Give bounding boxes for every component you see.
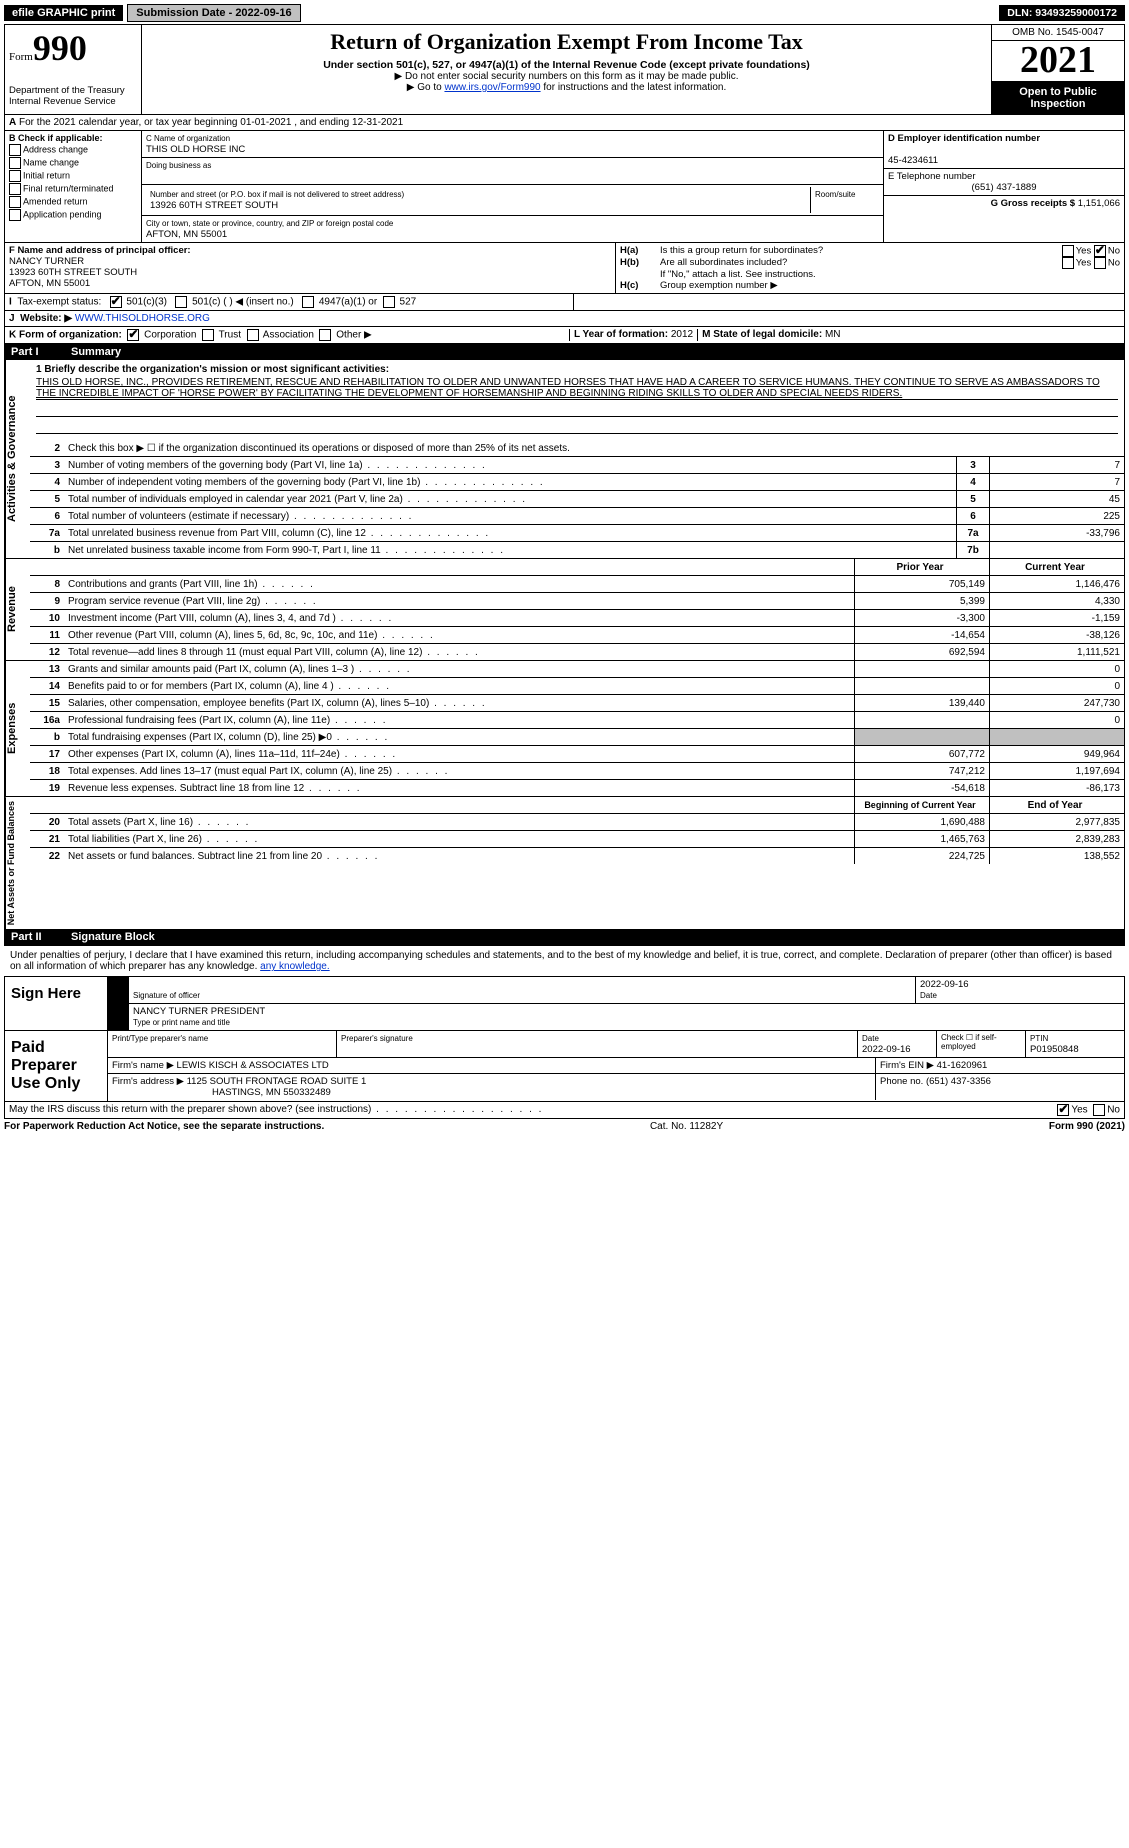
firm-name: LEWIS KISCH & ASSOCIATES LTD [177,1060,329,1071]
section-b: B Check if applicable: Address change Na… [5,131,142,242]
exp-lines-13: 13Grants and similar amounts paid (Part … [30,661,1124,678]
form-frame: Form990 Department of the Treasury Inter… [4,24,1125,946]
dept-treasury: Department of the Treasury [9,85,137,96]
rev-lines-9: 9Program service revenue (Part VIII, lin… [30,593,1124,610]
org-name-row: C Name of organization THIS OLD HORSE IN… [142,131,883,158]
dba-row: Doing business as [142,158,883,185]
sign-here-block: Sign Here Signature of officer 2022-09-1… [4,977,1125,1031]
city-row: City or town, state or province, country… [142,216,883,242]
gov-line-6: 6Total number of volunteers (estimate if… [30,508,1124,525]
tax-year: 2021 [992,41,1124,82]
gov-line-7a: 7aTotal unrelated business revenue from … [30,525,1124,542]
gross-row: G Gross receipts $ 1,151,066 [884,196,1124,211]
rev-lines-8: 8Contributions and grants (Part VIII, li… [30,576,1124,593]
gov-line-b: bNet unrelated business taxable income f… [30,542,1124,558]
addr-row: Number and street (or P.O. box if mail i… [142,185,883,216]
irs-link[interactable]: www.irs.gov/Form990 [444,82,540,93]
exp-lines-17: 17Other expenses (Part IX, column (A), l… [30,746,1124,763]
ein-row: D Employer identification number 45-4234… [884,131,1124,169]
exp-lines-19: 19Revenue less expenses. Subtract line 1… [30,780,1124,796]
chk-initial[interactable]: Initial return [9,170,137,182]
efile-label: efile GRAPHIC print [4,5,123,21]
footer-form: Form 990 (2021) [1049,1121,1125,1132]
form-number: Form990 [9,27,137,69]
rev-lines-12: 12Total revenue—add lines 8 through 11 (… [30,644,1124,660]
rev-lines-11: 11Other revenue (Part VIII, column (A), … [30,627,1124,644]
chk-pending[interactable]: Application pending [9,209,137,221]
irs-label: Internal Revenue Service [9,96,137,107]
footer: For Paperwork Reduction Act Notice, see … [4,1119,1125,1134]
signature-intro: Under penalties of perjury, I declare th… [4,946,1125,977]
exp-lines-18: 18Total expenses. Add lines 13–17 (must … [30,763,1124,780]
sidebar-governance: Activities & Governance [5,360,30,558]
mission-text: THIS OLD HORSE, INC., PROVIDES RETIREMEN… [36,377,1118,400]
sidebar-revenue: Revenue [5,559,30,660]
gov-line-5: 5Total number of individuals employed in… [30,491,1124,508]
col-headers: Prior Year Current Year [30,559,1124,576]
net-lines-20: 20Total assets (Part X, line 16)1,690,48… [30,814,1124,831]
gov-line-3: 3Number of voting members of the governi… [30,457,1124,474]
row-i-status: I Tax-exempt status: 501(c)(3) 501(c) ( … [5,294,574,310]
submission-date-btn[interactable]: Submission Date - 2022-09-16 [127,4,300,22]
net-lines-22: 22Net assets or fund balances. Subtract … [30,848,1124,864]
officer-name: NANCY TURNER [9,256,84,267]
chk-name[interactable]: Name change [9,157,137,169]
exp-lines-16a: 16aProfessional fundraising fees (Part I… [30,712,1124,729]
paid-preparer-block: Paid Preparer Use Only Print/Type prepar… [4,1031,1125,1102]
tel-value: (651) 437-1889 [888,182,1120,193]
street-address: 13926 60TH STREET SOUTH [150,200,278,211]
net-lines-21: 21Total liabilities (Part X, line 26)1,4… [30,831,1124,848]
ssn-note: ▶ Do not enter social security numbers o… [146,71,987,82]
chk-final[interactable]: Final return/terminated [9,183,137,195]
any-knowledge-link[interactable]: any knowledge. [260,961,330,972]
part2-header: Part IISignature Block [5,929,1124,945]
mission-block: 1 Briefly describe the organization's mi… [30,360,1124,440]
chk-amended[interactable]: Amended return [9,196,137,208]
open-public: Open to Public Inspection [992,82,1124,114]
sidebar-netassets: Net Assets or Fund Balances [5,797,30,929]
rev-lines-10: 10Investment income (Part VIII, column (… [30,610,1124,627]
section-f: F Name and address of principal officer:… [5,243,616,293]
sidebar-expenses: Expenses [5,661,30,796]
row-k-org: K Form of organization: Corporation Trus… [5,327,1124,344]
exp-lines-14: 14Benefits paid to or for members (Part … [30,678,1124,695]
row-j-website: J Website: ▶ WWW.THISOLDHORSE.ORG [5,311,1124,327]
dln-label: DLN: 93493259000172 [999,5,1125,21]
org-name: THIS OLD HORSE INC [146,144,245,155]
top-bar: efile GRAPHIC print Submission Date - 20… [4,4,1125,22]
form-title: Return of Organization Exempt From Incom… [146,29,987,55]
city-state-zip: AFTON, MN 55001 [146,229,227,240]
gov-line-4: 4Number of independent voting members of… [30,474,1124,491]
tel-row: E Telephone number (651) 437-1889 [884,169,1124,196]
net-headers: Beginning of Current Year End of Year [30,797,1124,814]
goto-note: ▶ Go to www.irs.gov/Form990 for instruct… [146,82,987,93]
signer-name: NANCY TURNER PRESIDENT [133,1006,265,1017]
ein-value: 45-4234611 [888,155,938,166]
may-irs-row: May the IRS discuss this return with the… [4,1102,1125,1119]
gross-value: 1,151,066 [1078,198,1120,209]
exp-lines-15: 15Salaries, other compensation, employee… [30,695,1124,712]
section-h: H(a) Is this a group return for subordin… [616,243,1124,293]
gov-line-2: 2Check this box ▶ ☐ if the organization … [30,440,1124,457]
part1-header: Part ISummary [5,344,1124,360]
exp-lines-b: bTotal fundraising expenses (Part IX, co… [30,729,1124,746]
row-a-period: A For the 2021 calendar year, or tax yea… [5,115,1124,131]
chk-address[interactable]: Address change [9,144,137,156]
form-subtitle: Under section 501(c), 527, or 4947(a)(1)… [146,59,987,71]
website-link[interactable]: WWW.THISOLDHORSE.ORG [75,313,210,324]
